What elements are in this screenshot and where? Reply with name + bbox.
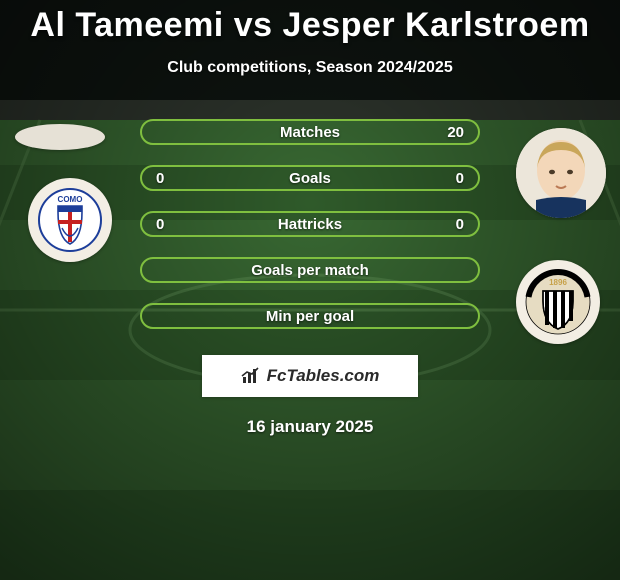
stat-row: 0 Hattricks 0 (140, 211, 480, 237)
stat-left-value: 0 (156, 170, 186, 187)
stat-row: Goals per match (140, 257, 480, 283)
stat-label: Hattricks (186, 216, 434, 233)
stat-label: Goals per match (186, 262, 434, 279)
stats-list: Matches 20 0 Goals 0 0 Hattricks 0 Goals… (0, 119, 620, 329)
page-title: Al Tameemi vs Jesper Karlstroem (0, 6, 620, 45)
stat-label: Matches (186, 124, 434, 141)
stat-left-value: 0 (156, 216, 186, 233)
bar-chart-icon (241, 367, 261, 385)
brand-box: FcTables.com (202, 355, 418, 397)
subtitle: Club competitions, Season 2024/2025 (0, 59, 620, 77)
brand-text: FcTables.com (267, 366, 380, 386)
stat-right-value: 0 (434, 170, 464, 187)
stat-right-value: 0 (434, 216, 464, 233)
date-text: 16 january 2025 (0, 417, 620, 437)
stat-row: Min per goal (140, 303, 480, 329)
stat-right-value: 20 (434, 124, 464, 141)
stat-label: Goals (186, 170, 434, 187)
stat-row: 0 Goals 0 (140, 165, 480, 191)
stat-row: Matches 20 (140, 119, 480, 145)
stat-label: Min per goal (186, 308, 434, 325)
